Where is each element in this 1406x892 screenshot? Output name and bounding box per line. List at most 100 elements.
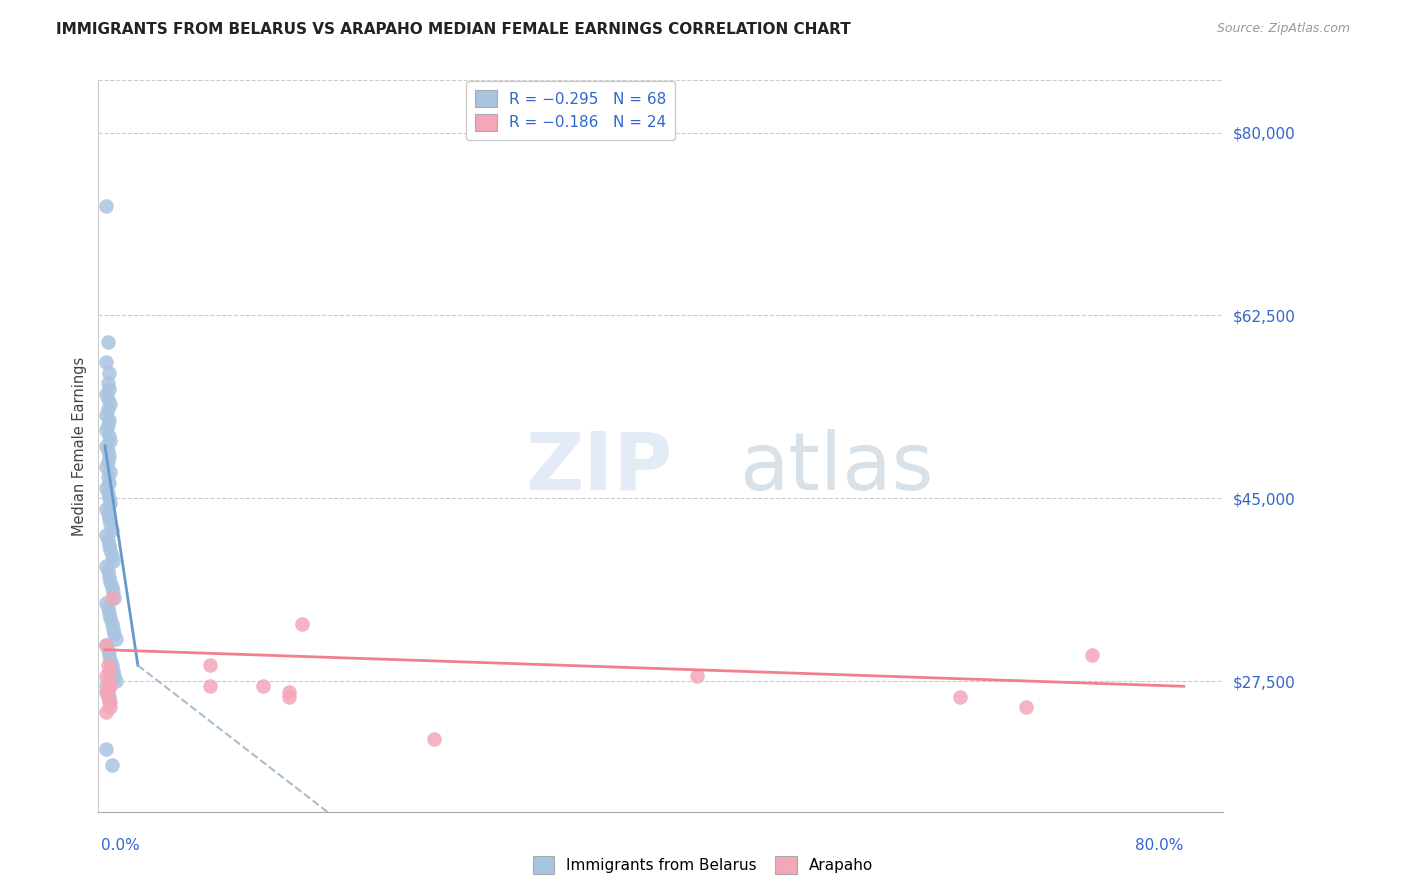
Point [98,517,121,532]
Point [97,648,120,662]
Point [96,638,118,652]
Point [98,434,121,448]
Point [200,658,222,673]
Point [97,428,120,442]
Point [97,690,120,704]
Point [97,674,120,689]
Point [104,674,127,689]
Point [98,574,121,589]
Point [98,700,121,714]
Point [97,664,120,678]
Point [97,444,120,458]
Point [252,679,274,693]
Text: Source: ZipAtlas.com: Source: ZipAtlas.com [1216,22,1350,36]
Point [97,606,120,620]
Text: IMMIGRANTS FROM BELARUS VS ARAPAHO MEDIAN FEMALE EARNINGS CORRELATION CHART: IMMIGRANTS FROM BELARUS VS ARAPAHO MEDIA… [56,22,851,37]
Point [686,669,709,683]
Point [97,376,120,391]
Point [96,481,118,495]
Point [97,601,120,615]
Point [98,543,121,558]
Point [97,569,120,583]
Point [101,622,124,636]
Point [97,475,120,490]
Point [98,397,121,411]
Text: 0.0%: 0.0% [101,838,139,853]
Point [97,455,120,469]
Point [291,616,314,631]
Point [278,690,301,704]
Point [103,627,125,641]
Point [423,731,446,746]
Point [100,591,122,605]
Point [97,491,120,506]
Point [96,638,118,652]
Point [100,757,122,772]
Legend: R = −0.295   N = 68, R = −0.186   N = 24: R = −0.295 N = 68, R = −0.186 N = 24 [467,80,675,140]
Point [101,664,124,678]
Point [96,199,118,213]
Point [100,616,122,631]
Point [1015,700,1038,714]
Point [97,507,120,521]
Point [96,408,118,422]
Point [97,538,120,552]
Point [104,632,127,647]
Point [101,585,124,599]
Point [96,355,118,369]
Point [97,392,120,406]
Point [97,402,120,417]
Point [96,742,118,756]
Point [1080,648,1102,662]
Point [97,533,120,547]
Point [98,465,121,479]
Point [96,439,118,453]
Point [96,596,118,610]
Point [103,669,125,683]
Point [101,554,124,568]
Point [97,658,120,673]
Point [97,684,120,698]
Point [96,386,118,401]
Point [98,496,121,510]
Point [97,450,120,464]
Point [96,528,118,542]
Point [97,413,120,427]
Point [97,690,120,704]
Point [100,549,122,563]
Point [100,523,122,537]
Point [97,366,120,380]
Point [100,580,122,594]
Point [98,695,121,709]
Point [96,679,118,693]
Point [97,512,120,526]
Point [97,642,120,657]
Point [96,559,118,574]
Point [96,706,118,720]
Point [98,653,121,667]
Y-axis label: Median Female Earnings: Median Female Earnings [72,357,87,535]
Point [949,690,972,704]
Point [97,470,120,484]
Point [96,684,118,698]
Text: 80.0%: 80.0% [1136,838,1184,853]
Point [98,679,121,693]
Text: atlas: atlas [740,429,934,507]
Point [278,684,301,698]
Text: ZIP: ZIP [526,429,673,507]
Point [97,486,120,500]
Point [96,669,118,683]
Point [96,501,118,516]
Point [96,423,118,437]
Point [97,382,120,396]
Point [200,679,222,693]
Point [97,418,120,433]
Point [96,459,118,474]
Legend: Immigrants from Belarus, Arapaho: Immigrants from Belarus, Arapaho [527,850,879,880]
Point [103,591,125,605]
Point [97,695,120,709]
Point [97,565,120,579]
Point [98,611,121,625]
Point [97,334,120,349]
Point [100,658,122,673]
